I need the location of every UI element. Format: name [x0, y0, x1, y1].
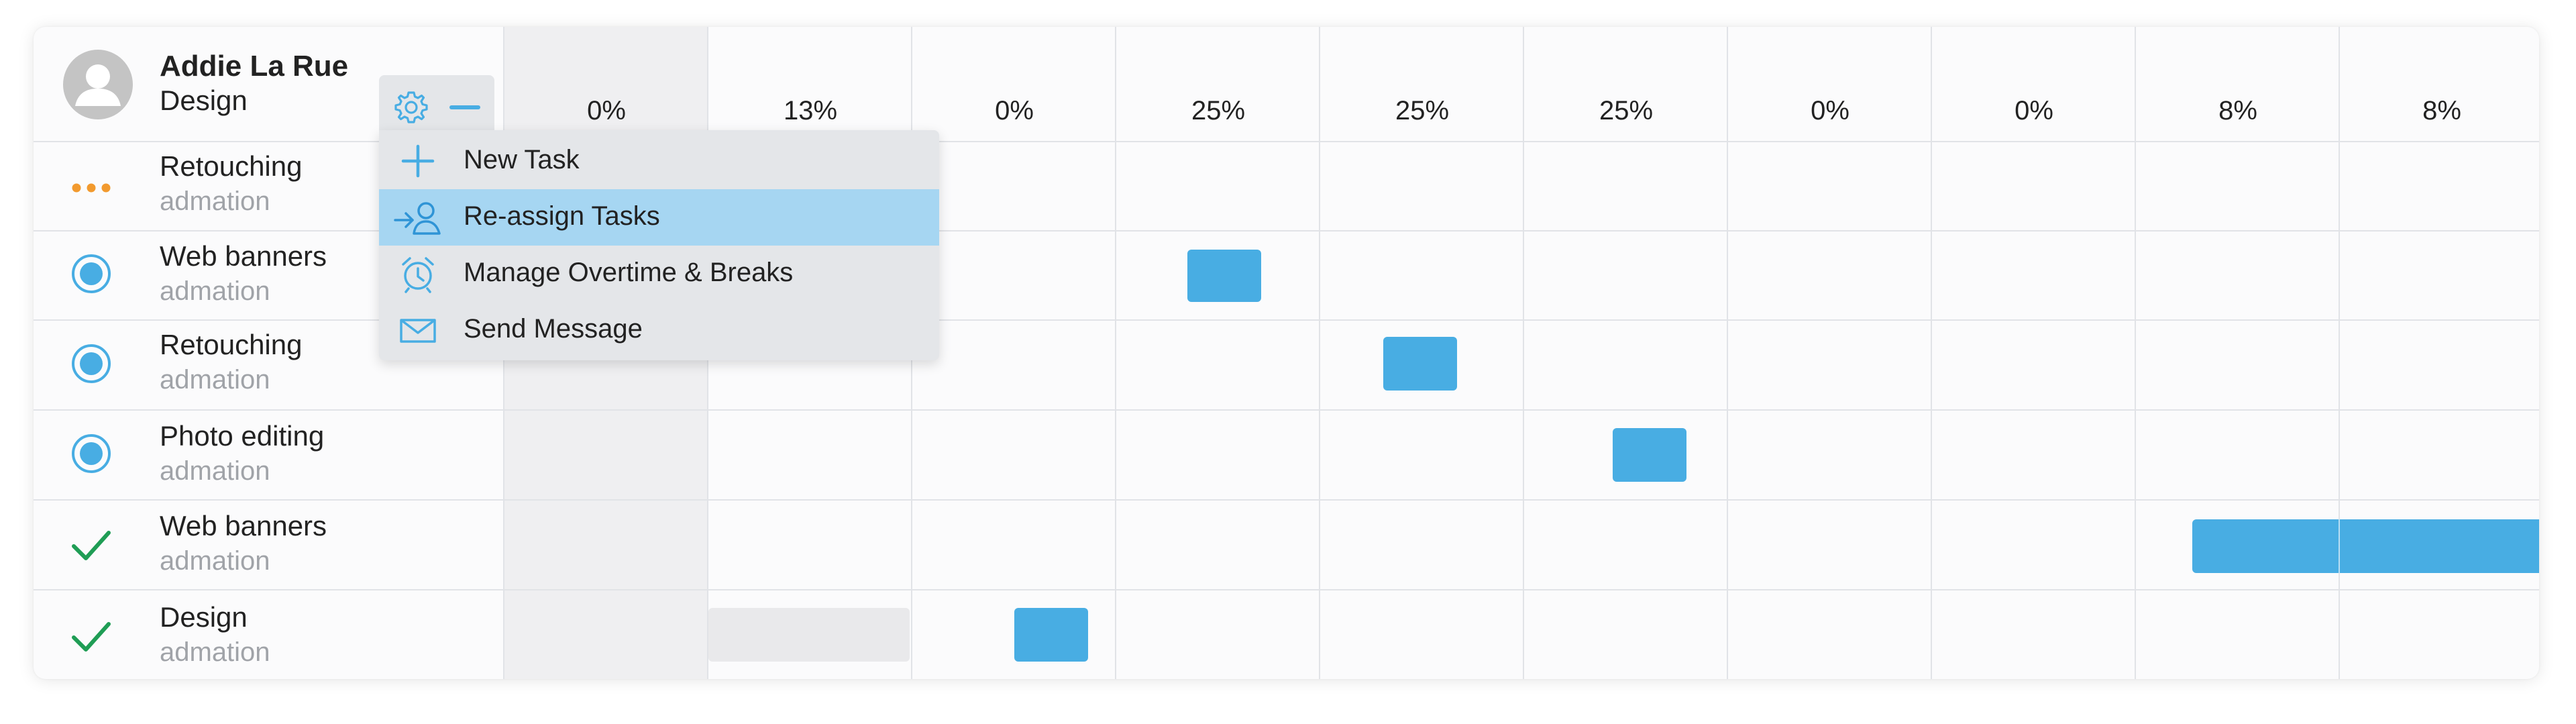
gear-icon[interactable]	[391, 87, 431, 127]
grid-line	[34, 230, 2539, 231]
grid-line	[1115, 27, 1116, 679]
task-client: admation	[160, 456, 270, 486]
envelope-icon	[400, 319, 436, 343]
column-utilization: 25%	[1395, 96, 1450, 125]
user-silhouette-icon	[75, 64, 121, 106]
menu-item-label: Send Message	[464, 314, 643, 344]
task-bar[interactable]	[1014, 608, 1088, 662]
column-utilization: 0%	[1811, 96, 1849, 125]
task-client: admation	[160, 187, 270, 216]
collapse-minus-icon[interactable]	[445, 87, 485, 127]
alarm-clock-icon	[402, 257, 434, 293]
plus-icon	[401, 144, 435, 178]
task-client: admation	[160, 546, 270, 576]
task-client: admation	[160, 365, 270, 395]
task-title: Retouching	[160, 329, 303, 360]
menu-item-label: New Task	[464, 145, 580, 174]
checkmark-icon	[72, 622, 111, 652]
gear-dropdown-menu: New Task Re-assign Tasks Manage Overtime…	[379, 130, 939, 360]
column-utilization: 0%	[995, 96, 1034, 125]
menu-item-label: Manage Overtime & Breaks	[464, 258, 794, 287]
grid-line	[34, 589, 2539, 590]
menu-item-send-message[interactable]: Send Message	[379, 302, 939, 358]
gear-toolbar	[379, 75, 494, 137]
menu-item-reassign-tasks[interactable]: Re-assign Tasks	[379, 189, 939, 246]
task-title: Design	[160, 601, 248, 633]
in-progress-radio-icon	[72, 344, 111, 383]
task-client: admation	[160, 276, 270, 306]
grid-line	[34, 141, 2539, 142]
task-bar[interactable]	[2192, 519, 2539, 573]
grid-line	[34, 409, 2539, 411]
grid-line	[34, 319, 2539, 321]
in-progress-radio-icon	[72, 254, 111, 293]
column-utilization: 25%	[1191, 96, 1246, 125]
column-utilization: 25%	[1599, 96, 1654, 125]
avatar[interactable]	[63, 50, 133, 119]
task-title: Photo editing	[160, 420, 325, 452]
grid-line	[1523, 27, 1524, 679]
menu-item-manage-overtime[interactable]: Manage Overtime & Breaks	[379, 246, 939, 302]
user-department: Design	[160, 85, 248, 116]
unavailable-block	[708, 608, 910, 662]
grid-line	[1727, 27, 1728, 679]
task-title: Retouching	[160, 150, 303, 182]
task-bar[interactable]	[1613, 428, 1686, 482]
column-utilization: 8%	[2422, 96, 2461, 125]
grid-line	[2339, 27, 2340, 679]
grid-line	[34, 499, 2539, 501]
column-utilization: 8%	[2218, 96, 2257, 125]
user-name: Addie La Rue	[160, 50, 349, 83]
reassign-user-icon	[394, 202, 441, 235]
task-client: admation	[160, 637, 270, 667]
column-utilization: 13%	[783, 96, 838, 125]
task-title: Web banners	[160, 510, 327, 541]
menu-item-label: Re-assign Tasks	[464, 201, 660, 231]
grid-line	[1319, 27, 1320, 679]
checkmark-icon	[72, 531, 111, 560]
grid-line	[2135, 27, 2136, 679]
task-bar[interactable]	[1383, 337, 1457, 391]
bar-divider	[2339, 519, 2340, 573]
task-title: Web banners	[160, 240, 327, 272]
pending-dots-icon	[72, 183, 111, 193]
menu-item-new-task[interactable]: New Task	[379, 133, 939, 189]
grid-line	[1931, 27, 1932, 679]
column-utilization: 0%	[587, 96, 626, 125]
task-bar[interactable]	[1187, 250, 1261, 302]
schedule-card: Addie La Rue Design 0% 13% 0% 25% 25% 25…	[34, 27, 2539, 679]
in-progress-radio-icon	[72, 434, 111, 473]
column-utilization: 0%	[2015, 96, 2053, 125]
